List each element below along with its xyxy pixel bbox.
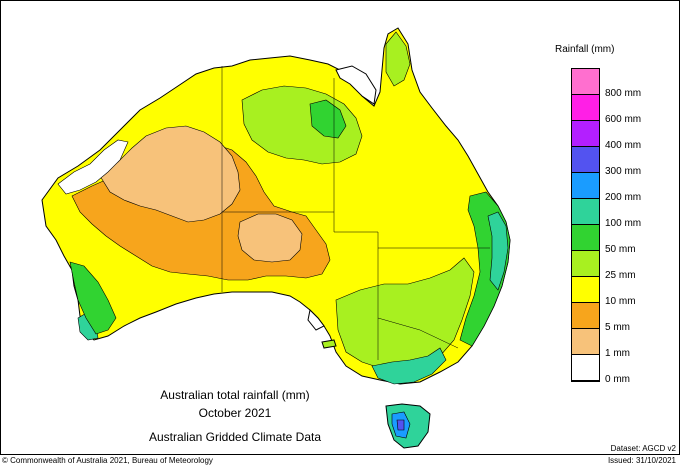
tasmania-peak — [396, 419, 405, 431]
dataset-label: Dataset: AGCD v2 — [610, 444, 676, 453]
legend-label: 50 mm — [605, 244, 636, 255]
spencer-gulf — [307, 308, 325, 331]
legend-label: 10 mm — [605, 296, 636, 307]
legend-label: 25 mm — [605, 270, 636, 281]
gulf-of-carpentaria — [335, 65, 377, 105]
legend-label: 0 mm — [605, 374, 630, 385]
footer-divider — [0, 454, 680, 455]
legend-label: 200 mm — [605, 192, 642, 203]
legend-swatch — [572, 69, 599, 95]
map-title: Australian total rainfall (mm) — [160, 388, 310, 402]
region-0-1mm — [57, 139, 129, 195]
legend-swatch — [572, 329, 599, 355]
legend-label: 100 mm — [605, 218, 642, 229]
legend-label: 1 mm — [605, 348, 630, 359]
map-period: October 2021 — [198, 406, 272, 420]
kangaroo-island — [321, 339, 337, 349]
legend-label: 800 mm — [605, 88, 642, 99]
issued-date: Issued: 31/10/2021 — [607, 456, 676, 465]
legend-title: Rainfall (mm) — [555, 44, 615, 55]
legend-swatch — [572, 199, 599, 225]
legend-swatch — [572, 355, 599, 381]
border-qld-south — [334, 231, 490, 249]
legend-swatch — [572, 251, 599, 277]
region-1-5mm-central — [237, 213, 303, 263]
map-source: Australian Gridded Climate Data — [148, 430, 322, 444]
legend-label: 400 mm — [605, 140, 642, 151]
copyright-notice: © Commonwealth of Australia 2021, Bureau… — [2, 456, 213, 465]
legend-swatch — [572, 303, 599, 329]
region-100-200mm-se-coast — [371, 347, 447, 385]
legend-swatch — [572, 121, 599, 147]
region-25-50mm-southeast — [335, 257, 475, 371]
rainfall-legend — [571, 68, 600, 382]
legend-swatch — [572, 225, 599, 251]
legend-swatch — [572, 95, 599, 121]
legend-swatch — [572, 173, 599, 199]
legend-label: 5 mm — [605, 322, 630, 333]
region-50-100mm-sw-wa — [69, 261, 117, 335]
legend-swatch — [572, 147, 599, 173]
region-100-200mm-nsw-coast — [487, 211, 509, 291]
region-1-5mm-pilbara — [99, 125, 241, 223]
legend-label: 300 mm — [605, 166, 642, 177]
region-50-100mm-north — [309, 99, 347, 139]
legend-label: 600 mm — [605, 114, 642, 125]
region-50-100mm-cape-york — [385, 31, 411, 87]
legend-swatch — [572, 277, 599, 303]
border-nsw-vic — [377, 317, 459, 349]
